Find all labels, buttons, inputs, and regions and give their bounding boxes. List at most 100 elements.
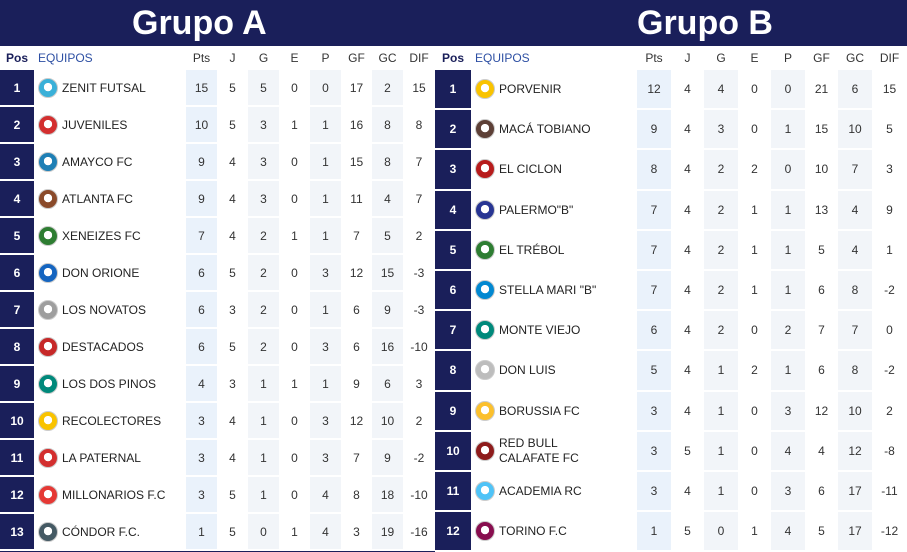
- team-cell[interactable]: MONTE VIEJO: [471, 311, 637, 352]
- team-cell[interactable]: EL CICLON: [471, 150, 637, 191]
- standings-row[interactable]: 7 LOS NOVATOS 6 3 2 0 1 6 9 -3: [0, 292, 435, 329]
- dif-cell: -11: [872, 471, 907, 513]
- standings-row[interactable]: 4 ATLANTA FC 9 4 3 0 1 11 4 7: [0, 181, 435, 218]
- g-cell: 1: [704, 351, 738, 392]
- standings-row[interactable]: 8 DESTACADOS 6 5 2 0 3 6 16 -10: [0, 329, 435, 366]
- gf-cell: 15: [805, 110, 838, 151]
- g-cell: 3: [248, 181, 279, 218]
- gc-cell: 8: [838, 351, 872, 392]
- header-gc: GC: [372, 46, 403, 70]
- j-cell: 3: [217, 292, 248, 329]
- standings-row[interactable]: 6 DON ORIONE 6 5 2 0 3 12 15 -3: [0, 255, 435, 292]
- standings-row[interactable]: 9 BORUSSIA FC 3 4 1 0 3 12 10 2: [435, 391, 907, 432]
- p-cell: 4: [771, 431, 805, 472]
- team-cell[interactable]: XENEIZES FC: [34, 218, 186, 255]
- team-crest-icon: [475, 440, 495, 461]
- standings-row[interactable]: 3 EL CICLON 8 4 2 2 0 10 7 3: [435, 150, 907, 191]
- team-crest-icon: [475, 199, 495, 220]
- team-cell[interactable]: DESTACADOS: [34, 329, 186, 366]
- team-cell[interactable]: LOS DOS PINOS: [34, 366, 186, 403]
- pts-cell: 3: [186, 440, 217, 477]
- standings-row[interactable]: 9 LOS DOS PINOS 4 3 1 1 1 9 6 3: [0, 366, 435, 403]
- standings-row[interactable]: 12 MILLONARIOS F.C 3 5 1 0 4 8 18 -10: [0, 477, 435, 514]
- position-cell: 4: [0, 181, 34, 218]
- team-cell[interactable]: ACADEMIA RC: [471, 471, 637, 513]
- standings-row[interactable]: 8 DON LUIS 5 4 1 2 1 6 8 -2: [435, 351, 907, 392]
- standings-row[interactable]: 4 PALERMO"B" 7 4 2 1 1 13 4 9: [435, 190, 907, 231]
- team-cell[interactable]: STELLA MARI "B": [471, 270, 637, 312]
- standings-row[interactable]: 12 TORINO F.C 1 5 0 1 4 5 17 -12: [435, 512, 907, 552]
- standings-row[interactable]: 13 CÓNDOR F.C. 1 5 0 1 4 3 19 -16: [0, 514, 435, 551]
- gc-cell: 4: [838, 190, 872, 231]
- standings-row[interactable]: 2 MACÁ TOBIANO 9 4 3 0 1 15 10 5: [435, 110, 907, 151]
- position-cell: 3: [435, 150, 471, 191]
- dif-cell: 15: [403, 70, 435, 107]
- team-cell[interactable]: ZENIT FUTSAL: [34, 70, 186, 107]
- team-crest-icon: [38, 262, 58, 283]
- team-cell[interactable]: DON ORIONE: [34, 255, 186, 292]
- dif-cell: 7: [403, 144, 435, 181]
- team-crest-icon: [38, 336, 58, 357]
- team-cell[interactable]: BORUSSIA FC: [471, 391, 637, 432]
- team-cell[interactable]: TORINO F.C: [471, 512, 637, 552]
- team-cell[interactable]: CÓNDOR F.C.: [34, 514, 186, 551]
- team-cell[interactable]: DON LUIS: [471, 351, 637, 392]
- team-name: EL TRÉBOL: [499, 242, 565, 257]
- standings-row[interactable]: 2 JUVENILES 10 5 3 1 1 16 8 8: [0, 107, 435, 144]
- pts-cell: 3: [186, 477, 217, 514]
- team-cell[interactable]: MILLONARIOS F.C: [34, 477, 186, 514]
- team-cell[interactable]: RED BULL CALAFATE FC: [471, 431, 637, 472]
- team-cell[interactable]: EL TRÉBOL: [471, 230, 637, 271]
- p-cell: 3: [310, 440, 341, 477]
- j-cell: 5: [217, 107, 248, 144]
- standings-row[interactable]: 10 RECOLECTORES 3 4 1 0 3 12 10 2: [0, 403, 435, 440]
- gf-cell: 11: [341, 181, 372, 218]
- standings-row[interactable]: 3 AMAYCO FC 9 4 3 0 1 15 8 7: [0, 144, 435, 181]
- position-cell: 1: [0, 70, 34, 107]
- gc-cell: 18: [372, 477, 403, 514]
- j-cell: 4: [671, 110, 704, 151]
- header-gf: GF: [805, 46, 838, 70]
- g-cell: 3: [248, 144, 279, 181]
- j-cell: 4: [671, 190, 704, 231]
- header-j: J: [217, 46, 248, 70]
- e-cell: 0: [279, 255, 310, 292]
- standings-row[interactable]: 1 PORVENIR 12 4 4 0 0 21 6 15: [435, 70, 907, 111]
- pts-cell: 9: [186, 144, 217, 181]
- position-cell: 5: [435, 230, 471, 271]
- gc-cell: 8: [372, 144, 403, 181]
- team-cell[interactable]: PALERMO"B": [471, 190, 637, 231]
- team-cell[interactable]: RECOLECTORES: [34, 403, 186, 440]
- pts-cell: 9: [637, 110, 671, 151]
- standings-row[interactable]: 5 XENEIZES FC 7 4 2 1 1 7 5 2: [0, 218, 435, 255]
- position-cell: 6: [435, 270, 471, 312]
- team-crest-icon: [475, 400, 495, 421]
- j-cell: 3: [217, 366, 248, 403]
- header-team: EQUIPOS: [471, 46, 637, 70]
- team-name: RED BULL CALAFATE FC: [499, 435, 579, 465]
- gc-cell: 5: [372, 218, 403, 255]
- team-cell[interactable]: PORVENIR: [471, 70, 637, 111]
- g-cell: 2: [704, 150, 738, 191]
- gc-cell: 15: [372, 255, 403, 292]
- standings-row[interactable]: 7 MONTE VIEJO 6 4 2 0 2 7 7 0: [435, 311, 907, 352]
- position-cell: 11: [0, 440, 34, 477]
- standings-row[interactable]: 5 EL TRÉBOL 7 4 2 1 1 5 4 1: [435, 230, 907, 271]
- team-cell[interactable]: ATLANTA FC: [34, 181, 186, 218]
- team-cell[interactable]: AMAYCO FC: [34, 144, 186, 181]
- j-cell: 4: [671, 351, 704, 392]
- standings-row[interactable]: 6 STELLA MARI "B" 7 4 2 1 1 6 8 -2: [435, 270, 907, 312]
- team-name: ZENIT FUTSAL: [62, 80, 146, 95]
- standings-row[interactable]: 1 ZENIT FUTSAL 15 5 5 0 0 17 2 15: [0, 70, 435, 107]
- team-cell[interactable]: MACÁ TOBIANO: [471, 110, 637, 151]
- team-cell[interactable]: JUVENILES: [34, 107, 186, 144]
- team-cell[interactable]: LOS NOVATOS: [34, 292, 186, 329]
- gf-cell: 17: [341, 70, 372, 107]
- g-cell: 1: [704, 431, 738, 472]
- team-cell[interactable]: LA PATERNAL: [34, 440, 186, 477]
- j-cell: 5: [671, 431, 704, 472]
- standings-row[interactable]: 11 LA PATERNAL 3 4 1 0 3 7 9 -2: [0, 440, 435, 477]
- gf-cell: 8: [341, 477, 372, 514]
- standings-row[interactable]: 11 ACADEMIA RC 3 4 1 0 3 6 17 -11: [435, 471, 907, 513]
- standings-row[interactable]: 10 RED BULL CALAFATE FC 3 5 1 0 4 4 12 -8: [435, 431, 907, 472]
